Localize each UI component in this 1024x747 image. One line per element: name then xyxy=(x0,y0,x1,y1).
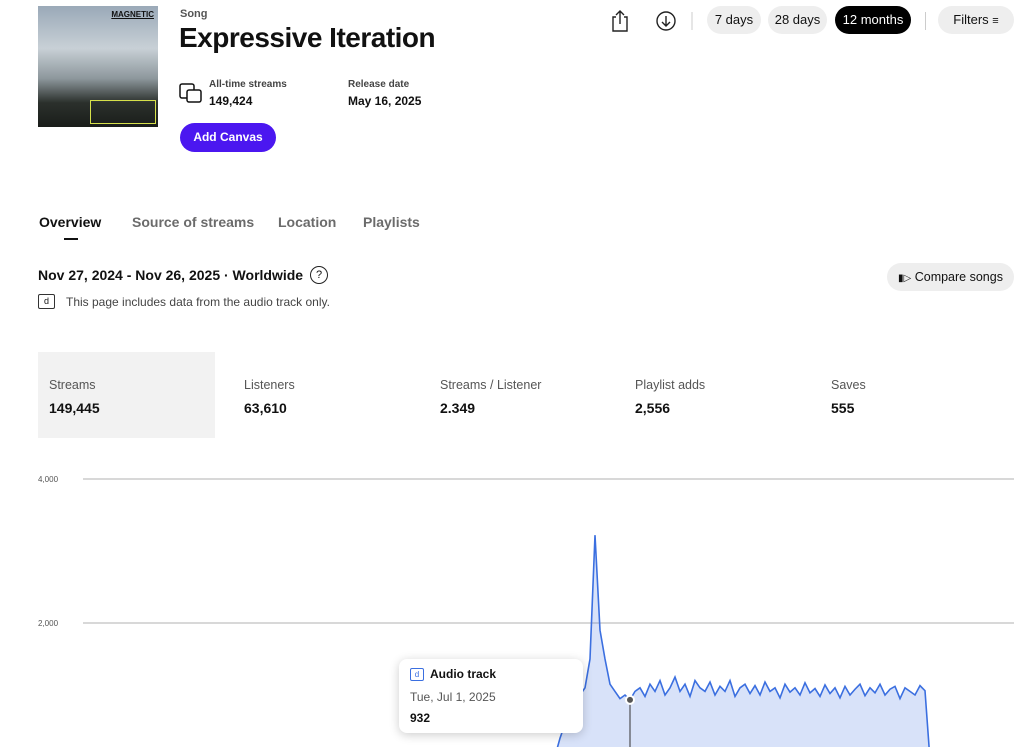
tab[interactable]: Overview xyxy=(39,214,102,230)
stat-label: All-time streams xyxy=(209,79,287,90)
metric-value: 149,445 xyxy=(49,400,100,416)
range-pill[interactable]: 12 months xyxy=(835,6,911,34)
filters-label: Filters xyxy=(953,12,989,27)
audio-icon: d xyxy=(38,294,55,309)
y-tick-label: 4,000 xyxy=(38,475,59,484)
metric-value: 555 xyxy=(831,400,855,416)
filters-button[interactable]: Filters ≡ xyxy=(938,6,1014,34)
metric-value: 2,556 xyxy=(635,400,671,416)
metric-value: 63,610 xyxy=(244,400,287,416)
tab-indicator xyxy=(64,238,78,240)
tooltip-icon: d xyxy=(410,668,424,681)
metric-label: Streams / Listener xyxy=(440,378,542,392)
tooltip-date: Tue, Jul 1, 2025 xyxy=(410,690,496,704)
tab[interactable]: Playlists xyxy=(363,214,420,230)
compare-label: Compare songs xyxy=(914,270,1003,284)
divider xyxy=(925,12,926,30)
download-icon[interactable] xyxy=(656,11,676,31)
metric-label: Listeners xyxy=(244,378,295,392)
stat-value: 149,424 xyxy=(209,94,253,108)
song-title: Expressive Iteration xyxy=(179,22,436,53)
tab[interactable]: Source of streams xyxy=(132,214,255,230)
tooltip: d Audio track Tue, Jul 1, 2025 932 xyxy=(399,659,583,733)
range-pill[interactable]: 7 days xyxy=(707,6,761,34)
stat-label: Release date xyxy=(348,79,410,90)
hover-point xyxy=(625,694,635,705)
range-pill[interactable]: 28 days xyxy=(768,6,827,34)
compare-button[interactable]: ▮▷ Compare songs xyxy=(887,263,1014,291)
help-icon[interactable]: ? xyxy=(310,266,328,284)
stat-value: May 16, 2025 xyxy=(348,94,422,108)
cover-box xyxy=(90,100,156,124)
metric-label: Playlist adds xyxy=(635,378,706,392)
area xyxy=(557,535,930,747)
toolbar-icons xyxy=(612,10,693,32)
y-tick-label: 2,000 xyxy=(38,619,59,628)
line xyxy=(556,535,930,747)
cover-art: MAGNETIC xyxy=(38,6,158,127)
note: This page includes data from the audio t… xyxy=(66,295,330,309)
eyebrow: Song xyxy=(180,8,208,20)
metric-selected-bg xyxy=(38,352,215,438)
share-icon[interactable] xyxy=(612,10,628,32)
cover-label: MAGNETIC xyxy=(111,10,154,19)
metric-label: Streams xyxy=(49,378,96,392)
tooltip-value: 932 xyxy=(410,711,431,725)
range-title: Nov 27, 2024 - Nov 26, 2025 · Worldwide xyxy=(38,267,304,283)
tooltip-title: Audio track xyxy=(430,667,497,681)
metric-value: 2.349 xyxy=(440,400,476,416)
streams-icon xyxy=(179,83,202,103)
add-canvas-button[interactable]: Add Canvas xyxy=(180,123,276,152)
tab[interactable]: Location xyxy=(278,214,337,230)
metric-label: Saves xyxy=(831,378,866,392)
